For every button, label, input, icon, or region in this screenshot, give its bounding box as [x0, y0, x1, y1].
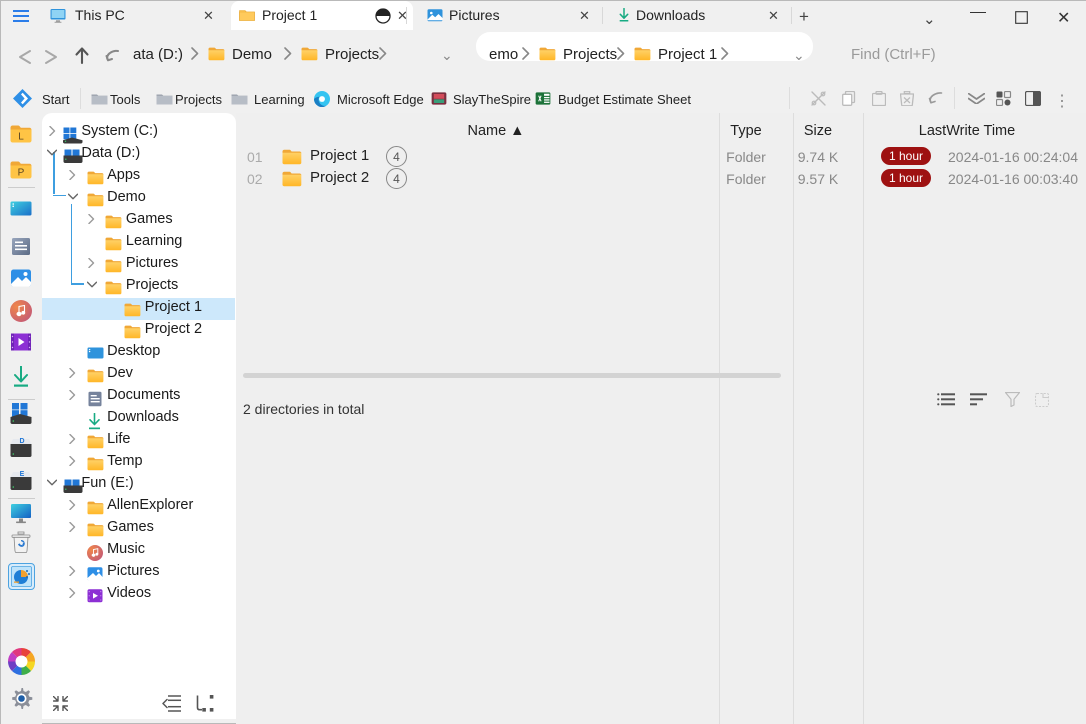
svg-text:D: D	[19, 438, 24, 445]
svg-text:L: L	[18, 132, 24, 143]
svg-text:E: E	[20, 471, 25, 478]
svg-text:P: P	[18, 168, 25, 179]
